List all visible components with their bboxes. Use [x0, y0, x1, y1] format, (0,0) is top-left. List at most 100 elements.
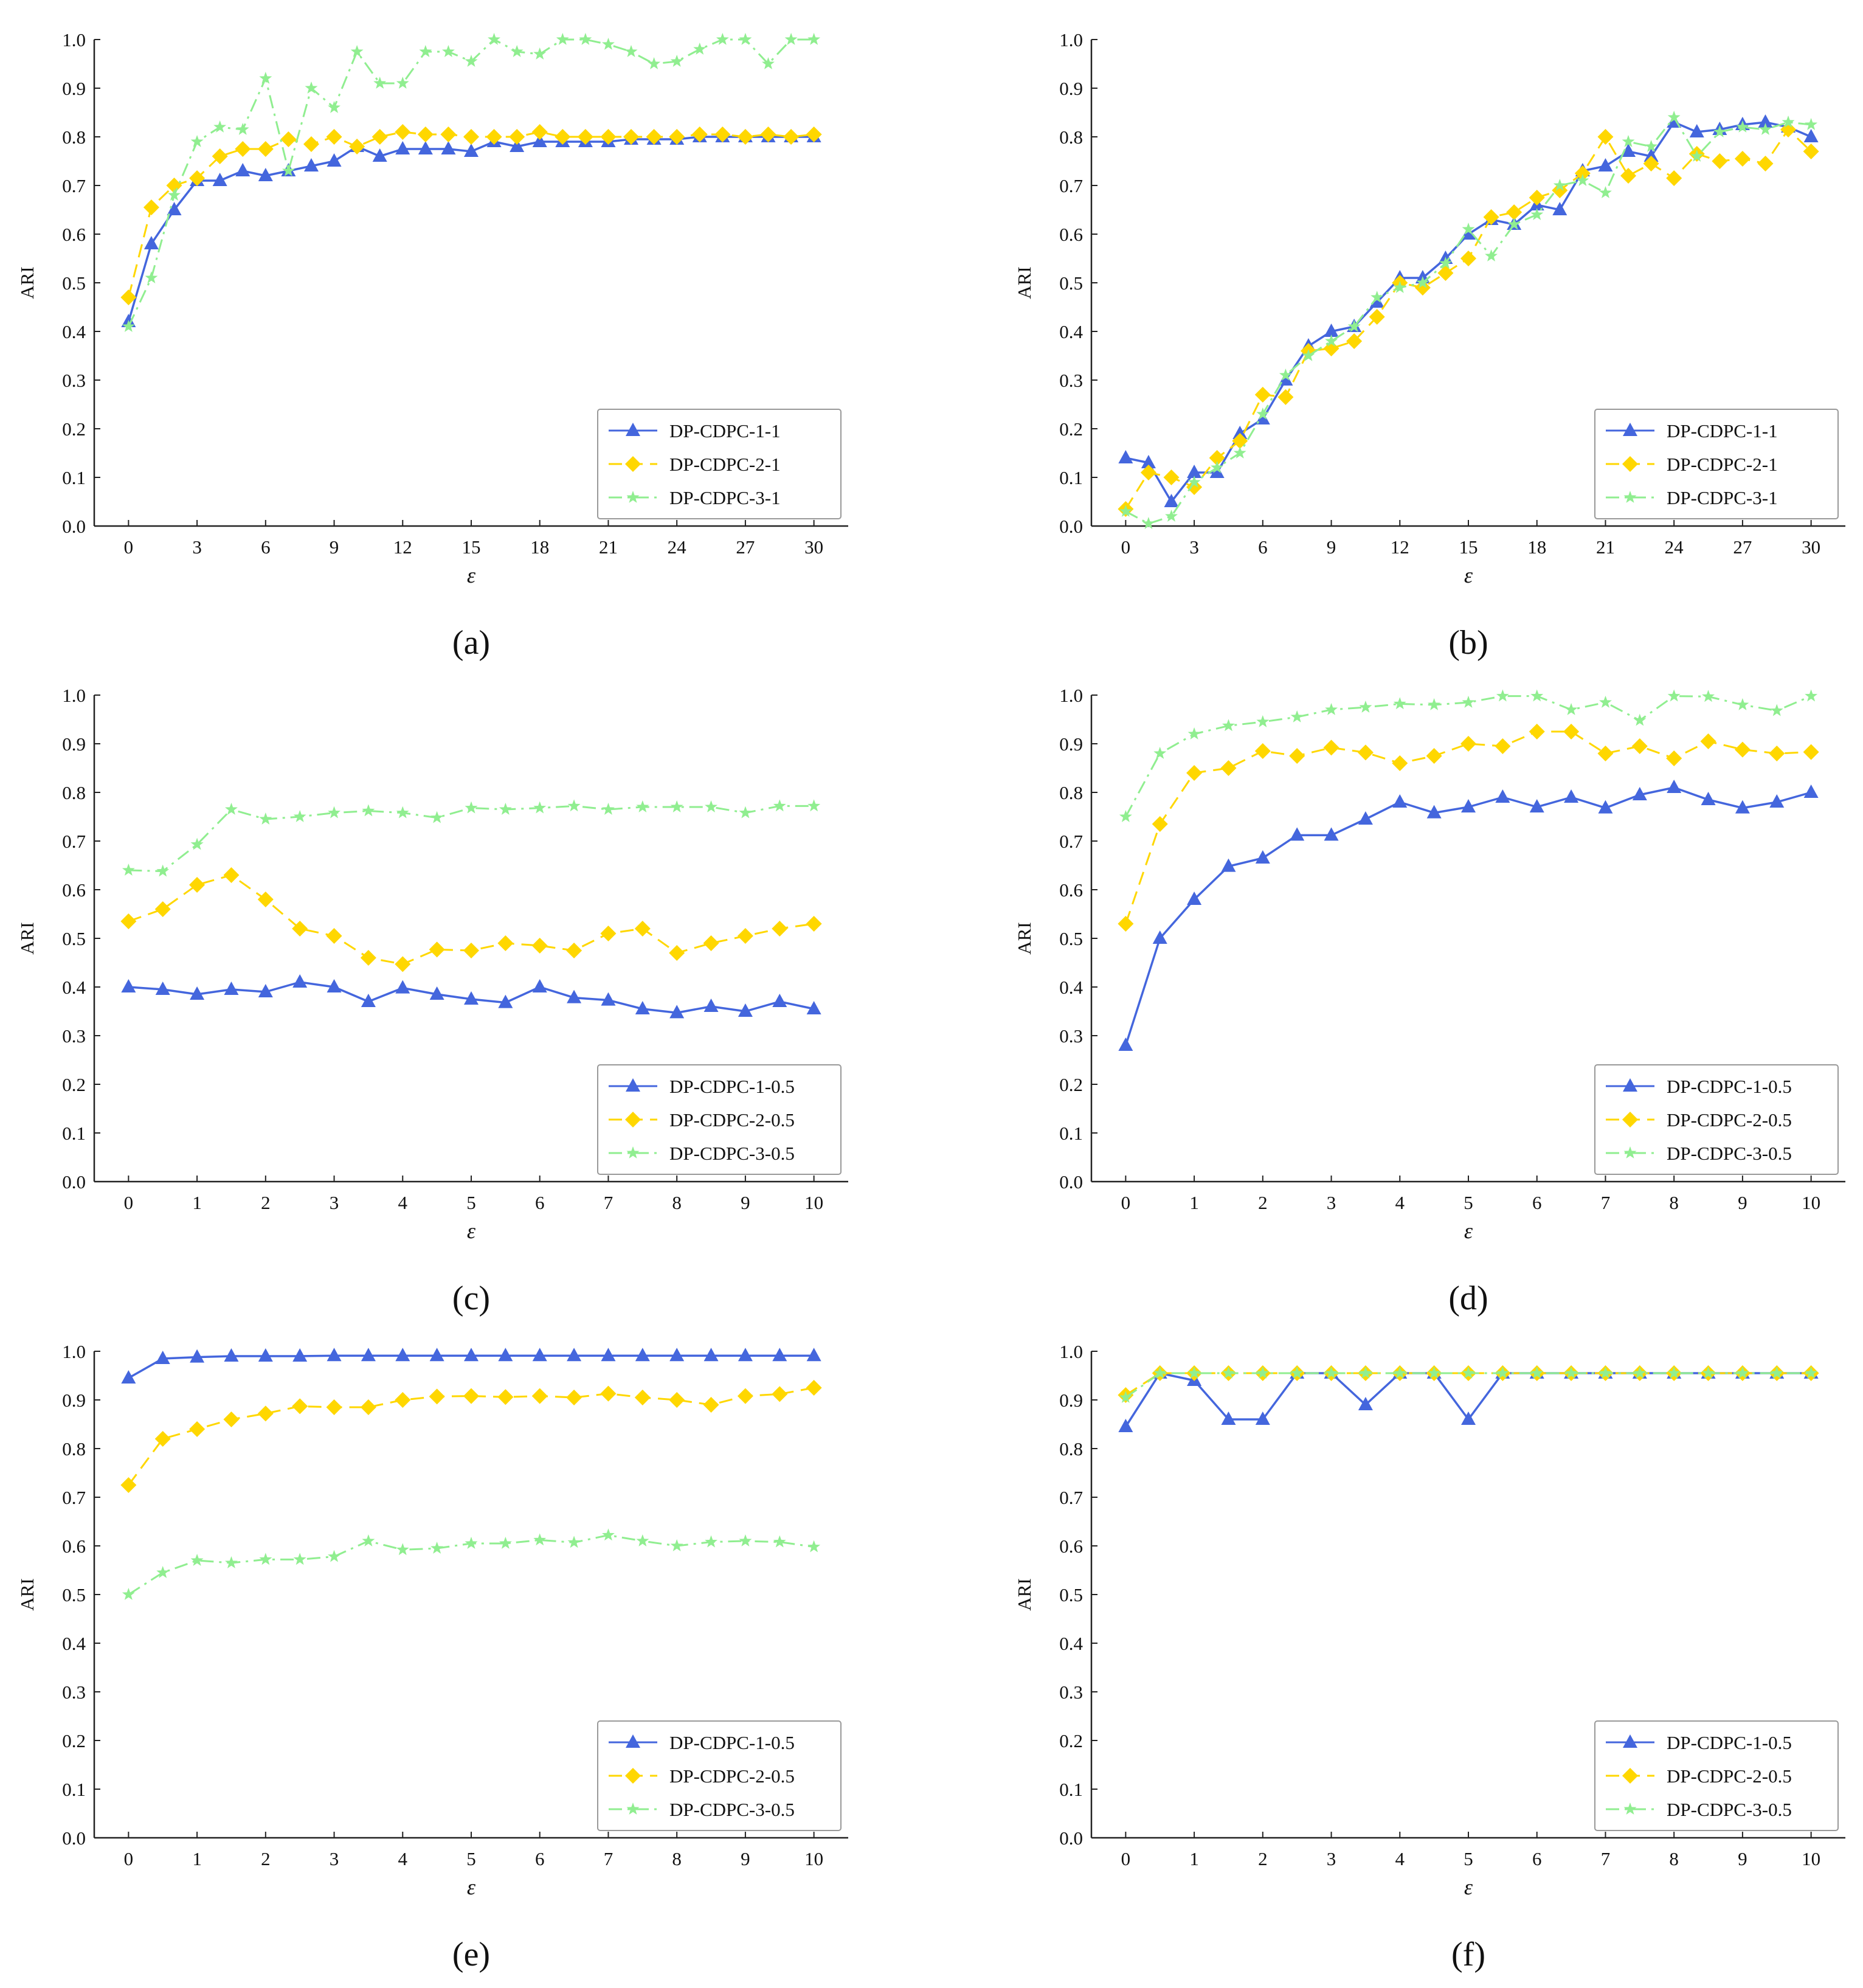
data-point [120, 1477, 137, 1493]
data-point [1187, 465, 1202, 478]
data-point [1187, 1366, 1201, 1379]
y-tick-label: 0.1 [62, 467, 86, 488]
data-point [1529, 799, 1544, 812]
x-tick-label: 6 [535, 1848, 545, 1869]
data-point [303, 158, 319, 171]
data-point [257, 892, 274, 907]
data-point [465, 801, 478, 814]
data-point [1645, 140, 1658, 152]
data-point [636, 800, 649, 812]
data-point [1462, 1366, 1475, 1379]
y-tick-label: 0.4 [62, 977, 86, 998]
data-point [145, 271, 158, 283]
data-point [154, 901, 171, 917]
legend-swatch-marker [625, 1112, 641, 1127]
data-point [223, 867, 240, 883]
data-point [1255, 411, 1270, 424]
data-point [1620, 168, 1637, 184]
data-point [418, 141, 433, 154]
data-point [441, 141, 456, 154]
y-tick-label: 0.5 [1059, 1584, 1083, 1605]
data-point [1460, 251, 1476, 266]
x-axis-label: ε [1464, 1219, 1473, 1243]
series-2 [120, 1380, 822, 1493]
data-point [807, 799, 821, 812]
data-point [499, 1537, 512, 1549]
data-point [1598, 158, 1613, 171]
data-point [373, 77, 387, 89]
data-point [1414, 280, 1431, 296]
data-point [156, 864, 170, 877]
series-3 [122, 1528, 821, 1600]
data-point [705, 1535, 717, 1548]
legend-swatch-marker [626, 1078, 640, 1092]
data-point [577, 129, 593, 145]
series-3 [122, 799, 821, 877]
data-point [224, 1348, 239, 1362]
data-point [1529, 190, 1545, 206]
x-tick-label: 5 [1464, 1848, 1473, 1869]
y-tick-label: 0.0 [62, 1171, 86, 1193]
data-point [1153, 1366, 1167, 1379]
data-point [259, 1553, 272, 1565]
data-point [1220, 760, 1237, 776]
x-tick-label: 9 [1738, 1192, 1747, 1213]
data-point [121, 979, 136, 992]
y-tick-label: 0.8 [1059, 1438, 1083, 1460]
data-point [509, 129, 525, 145]
data-point [1118, 1037, 1133, 1051]
data-point [531, 1388, 548, 1404]
x-tick-label: 2 [1258, 1848, 1268, 1869]
x-tick-label: 3 [1327, 1848, 1336, 1869]
y-tick-label: 0.3 [62, 1025, 86, 1047]
x-tick-label: 10 [804, 1848, 823, 1869]
data-point [1633, 1366, 1647, 1379]
legend: DP-CDPC-1-0.5 DP-CDPC-2-0.5 DP-CDPC-3-0.5 [1594, 1064, 1839, 1175]
data-point [167, 202, 182, 215]
data-point [1563, 724, 1580, 739]
x-axis-label: ε [467, 1219, 476, 1243]
legend-label: DP-CDPC-2-1 [1667, 454, 1778, 475]
legend-label: DP-CDPC-3-0.5 [1667, 1143, 1792, 1164]
data-point [120, 289, 137, 305]
data-point [1622, 135, 1635, 147]
data-point [783, 129, 800, 145]
legend-swatch-marker [625, 456, 641, 472]
data-point [349, 139, 365, 154]
x-tick-label: 10 [804, 1192, 823, 1213]
data-point [121, 1370, 136, 1384]
data-point [1758, 114, 1773, 128]
y-tick-label: 0.2 [62, 1730, 86, 1751]
data-point [292, 1398, 308, 1415]
data-point [772, 994, 787, 1007]
data-point [567, 989, 582, 1003]
data-point [1701, 792, 1716, 805]
data-point [395, 1348, 410, 1362]
data-point [1233, 446, 1246, 459]
data-point [1496, 1366, 1509, 1379]
data-point [623, 129, 640, 145]
data-point [1780, 122, 1797, 137]
x-tick-label: 24 [1665, 536, 1684, 558]
data-point [1324, 827, 1339, 841]
x-tick-label: 0 [124, 536, 134, 558]
data-point [395, 124, 411, 140]
data-point [1289, 748, 1305, 764]
legend-swatch-marker [626, 1146, 640, 1159]
x-tick-label: 18 [1527, 536, 1546, 558]
chart-panel-f: 0.0 0.1 0.2 0.3 0.4 0.5 0.6 0.7 0.8 0.9 1.0 0 1 2 3 4 5 6… [1014, 1341, 1845, 1973]
y-axis-label: ARI [1014, 1578, 1035, 1610]
y-tick-label: 0.5 [62, 928, 86, 949]
y-tick-label: 0.3 [62, 1681, 86, 1703]
x-tick-label: 15 [462, 536, 481, 558]
series-3 [122, 33, 821, 332]
data-point [716, 33, 729, 45]
data-point [624, 45, 638, 57]
data-point [703, 935, 719, 951]
y-axis-label: ARI [16, 922, 38, 954]
data-point [1346, 333, 1363, 349]
data-point [293, 1553, 306, 1565]
y-tick-label: 0.2 [62, 1074, 86, 1095]
x-tick-label: 6 [1532, 1848, 1542, 1869]
data-point [1325, 703, 1338, 715]
